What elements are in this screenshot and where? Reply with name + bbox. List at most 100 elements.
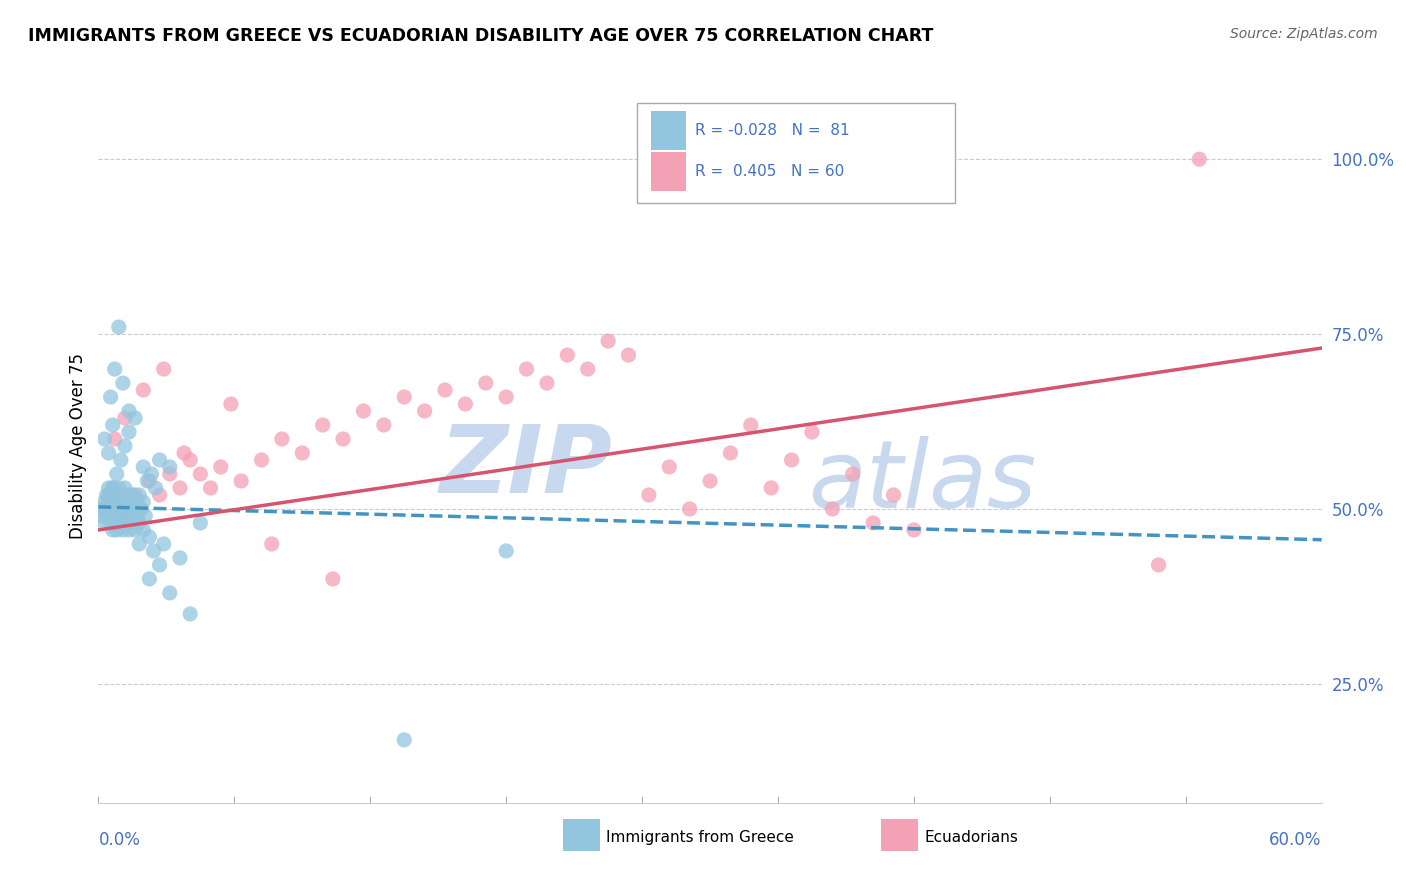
- Point: [270, 432, 294, 446]
- Point: [104, 481, 127, 495]
- Point: [149, 488, 172, 502]
- Point: [132, 460, 155, 475]
- Point: [105, 502, 128, 516]
- Point: [124, 502, 146, 516]
- Point: [93, 495, 115, 509]
- Point: [821, 502, 844, 516]
- Point: [1147, 558, 1170, 572]
- Point: [454, 397, 477, 411]
- Point: [104, 516, 127, 530]
- Point: [129, 502, 152, 516]
- Point: [124, 411, 146, 425]
- Point: [110, 516, 132, 530]
- Point: [250, 453, 273, 467]
- Point: [128, 488, 150, 502]
- Point: [122, 516, 145, 530]
- Point: [115, 516, 138, 530]
- Point: [169, 550, 191, 565]
- Point: [413, 404, 436, 418]
- Point: [101, 417, 124, 432]
- Point: [312, 417, 335, 432]
- Point: [118, 516, 141, 530]
- Point: [110, 502, 132, 516]
- Point: [474, 376, 498, 390]
- Point: [100, 488, 122, 502]
- Point: [152, 362, 174, 376]
- Point: [128, 502, 150, 516]
- Point: [111, 508, 134, 523]
- Point: [159, 586, 181, 600]
- Point: [122, 488, 145, 502]
- Text: R = -0.028   N =  81: R = -0.028 N = 81: [696, 123, 851, 138]
- Point: [801, 425, 824, 439]
- Point: [101, 481, 124, 495]
- Point: [93, 516, 115, 530]
- Point: [111, 495, 134, 509]
- Point: [392, 732, 416, 747]
- Point: [291, 446, 314, 460]
- Point: [740, 417, 762, 432]
- Point: [179, 607, 201, 621]
- Point: [260, 537, 283, 551]
- Text: Ecuadorians: Ecuadorians: [924, 830, 1018, 845]
- Point: [145, 481, 167, 495]
- Point: [699, 474, 721, 488]
- Bar: [882, 819, 918, 851]
- FancyBboxPatch shape: [637, 103, 955, 203]
- Point: [149, 558, 172, 572]
- Point: [118, 425, 141, 439]
- Point: [720, 446, 742, 460]
- Point: [108, 508, 131, 523]
- Point: [118, 488, 141, 502]
- Point: [138, 530, 160, 544]
- Point: [96, 502, 118, 516]
- Point: [332, 432, 354, 446]
- Point: [100, 502, 122, 516]
- Text: Immigrants from Greece: Immigrants from Greece: [606, 830, 794, 845]
- Point: [108, 481, 131, 495]
- Text: R =  0.405   N = 60: R = 0.405 N = 60: [696, 164, 845, 178]
- Point: [111, 376, 134, 390]
- Point: [134, 508, 156, 523]
- Point: [105, 467, 128, 481]
- Point: [110, 488, 132, 502]
- Point: [100, 390, 122, 404]
- Point: [104, 432, 127, 446]
- Point: [124, 488, 146, 502]
- Text: ZIP: ZIP: [439, 421, 612, 514]
- Point: [780, 453, 803, 467]
- Point: [97, 488, 120, 502]
- Bar: [564, 819, 600, 851]
- Point: [97, 508, 120, 523]
- Point: [132, 523, 155, 537]
- Point: [179, 453, 201, 467]
- Point: [516, 362, 538, 376]
- Point: [159, 460, 181, 475]
- Point: [1188, 152, 1211, 166]
- Text: IMMIGRANTS FROM GREECE VS ECUADORIAN DISABILITY AGE OVER 75 CORRELATION CHART: IMMIGRANTS FROM GREECE VS ECUADORIAN DIS…: [28, 27, 934, 45]
- Point: [188, 467, 212, 481]
- Text: 0.0%: 0.0%: [98, 830, 141, 849]
- Point: [104, 495, 127, 509]
- Point: [392, 390, 416, 404]
- Point: [96, 488, 118, 502]
- Point: [841, 467, 863, 481]
- Point: [617, 348, 640, 362]
- Point: [883, 488, 905, 502]
- Text: 60.0%: 60.0%: [1270, 830, 1322, 849]
- Point: [120, 508, 142, 523]
- Point: [173, 446, 195, 460]
- Point: [100, 516, 122, 530]
- Point: [115, 502, 138, 516]
- Point: [152, 537, 174, 551]
- Point: [495, 544, 517, 558]
- Point: [434, 383, 457, 397]
- Point: [141, 467, 163, 481]
- Point: [536, 376, 558, 390]
- Point: [495, 390, 517, 404]
- Point: [120, 495, 142, 509]
- Point: [138, 474, 160, 488]
- Point: [101, 481, 124, 495]
- Point: [104, 362, 127, 376]
- Point: [219, 397, 242, 411]
